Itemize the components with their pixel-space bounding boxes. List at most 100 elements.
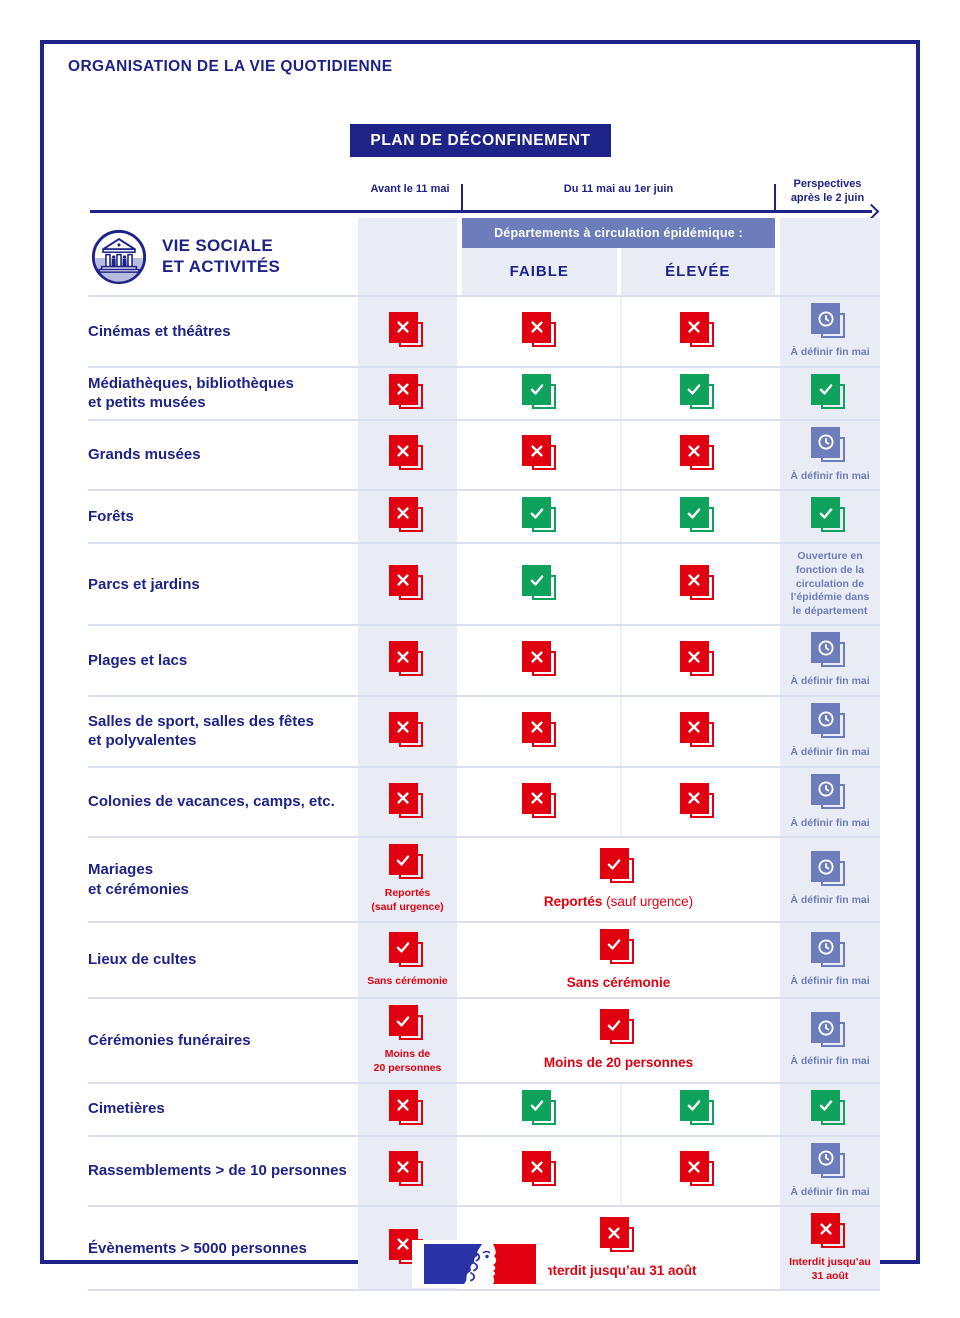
allowed-check-icon [522,1089,560,1129]
prohibited-x-icon [388,435,427,474]
cell-perspectives: À définir fin mai [775,297,880,366]
cell-elevee [620,367,775,419]
allowed-check-icon [679,1089,718,1129]
cell-note: Sans cérémonie [367,974,448,987]
prohibited-x-icon [522,435,560,474]
table-body: Cinémas et théâtres À définir fin mai Médi… [88,295,880,1292]
page-title: ORGANISATION DE LA VIE QUOTIDIENNE [68,58,393,75]
cell-avant-le-11-mai: Reportés (sauf urgence) [358,838,462,921]
prohibited-x-icon [679,782,718,822]
section-header: VIE SOCIALE ET ACTIVITÉS [88,218,358,295]
row-label: Colonies de vacances, camps, etc. [88,793,335,811]
cell-elevee [620,491,775,543]
cell-avant-le-11-mai: Moins de 20 personnes [358,999,462,1082]
column-header-faible: FAIBLE [462,248,617,295]
cell-elevee [620,697,775,766]
cell-faible [462,491,620,543]
prohibited-x-icon [388,782,427,822]
cell-du-11-mai-merged: Sans cérémonie [462,922,775,998]
cell-faible [462,697,620,766]
cell-elevee [620,544,775,625]
epidemic-band-label: Départements à circulation épidémique : [462,218,775,248]
cell-note: À définir fin mai [790,1055,870,1068]
conditional-check-icon [388,844,427,883]
cell-faible [462,767,620,837]
clock-icon [811,773,849,813]
cell-perspectives: Interdit jusqu’au 31 août [775,1207,880,1290]
cell-avant-le-11-mai [358,297,462,366]
column-header-elevee: ÉLEVÉE [616,248,775,295]
prohibited-x-icon [388,564,427,604]
allowed-check-icon [811,373,849,413]
row-label: Parcs et jardins [88,575,200,593]
cell-du-11-mai-merged: Reportés (sauf urgence) [462,838,775,921]
cell-avant-le-11-mai [358,697,462,766]
table-row: Grands musées À définir fin mai [88,418,880,490]
prohibited-x-icon [679,311,718,351]
cell-perspectives: À définir fin mai [775,767,880,837]
cell-perspectives [775,1083,880,1135]
cell-perspectives: Ouverture en fonction de la circulation de… [775,544,880,625]
cell-perspectives: À définir fin mai [775,922,880,998]
prohibited-x-icon [679,641,718,680]
cell-perspectives: À définir fin mai [775,838,880,921]
cell-avant-le-11-mai [358,767,462,837]
table-row: Colonies de vacances, camps, etc. À défin… [88,765,880,837]
cell-note: Interdit jusqu’au 31 août [540,1263,697,1279]
allowed-check-icon [811,497,849,536]
clock-icon [811,1012,849,1051]
cell-note: Interdit jusqu’au 31 août [789,1256,871,1282]
allowed-check-icon [522,497,560,536]
clock-icon [811,303,849,342]
cell-elevee [620,626,775,696]
cell-note: Moins de 20 personnes [543,1055,694,1071]
conditional-check-icon [599,1009,638,1048]
table-row: Cérémonies funéraires Moins de 20 personne… [88,997,880,1082]
cell-note: À définir fin mai [790,974,870,987]
cell-note: Moins de 20 personnes [373,1048,442,1074]
table-row: Rassemblements > de 10 personnes À défini… [88,1134,880,1206]
timeline-divider [774,184,776,211]
cell-note: À définir fin mai [790,675,870,688]
cell-note: À définir fin mai [790,469,870,482]
conditional-check-icon [599,928,638,968]
cell-perspectives [775,367,880,419]
timeline-label-during: Du 11 mai au 1er juin [563,183,674,195]
table-row: Mariages et cérémonies Reportés (sauf urge… [88,836,880,921]
table-header-row: VIE SOCIALE ET ACTIVITÉS Départements à … [88,218,880,295]
cell-perspectives [775,491,880,543]
cell-note: À définir fin mai [790,894,870,907]
cell-elevee [620,1083,775,1135]
cell-perspectives: À définir fin mai [775,999,880,1082]
row-label: Grands musées [88,446,201,464]
section-title: VIE SOCIALE ET ACTIVITÉS [162,236,281,276]
prohibited-x-icon [679,435,718,474]
cell-faible [462,544,620,625]
row-label: Cinémas et théâtres [88,322,231,340]
cell-note: À définir fin mai [790,816,870,829]
table-row: Lieux de cultes Sans cérémonie Sans cérémo… [88,920,880,998]
row-label: Évènements > 5000 personnes [88,1239,307,1257]
prohibited-x-icon [522,711,560,751]
conditional-check-icon [599,848,638,887]
allowed-check-icon [522,564,560,604]
prohibited-x-icon [388,1151,427,1190]
prohibited-x-icon [388,497,427,536]
row-label: Mariages et cérémonies [88,861,189,898]
row-label: Lieux de cultes [88,951,197,969]
table-row: Salles de sport, salles des fêtes et pol… [88,695,880,766]
table-row: Médiathèques, bibliothèques et petits mu… [88,365,880,419]
prohibited-x-icon [388,641,427,680]
allowed-check-icon [679,497,718,536]
table-row: Plages et lacs À définir fin mai [88,624,880,696]
cell-faible [462,1136,620,1206]
cell-faible [462,626,620,696]
prohibited-x-icon [522,641,560,680]
timeline-label-before: Avant le 11 mai [370,183,450,195]
prohibited-x-icon [522,1151,560,1190]
cell-perspectives: À définir fin mai [775,626,880,696]
cell-note: Reportés (sauf urgence) [543,894,694,910]
cell-perspectives: À définir fin mai [775,697,880,766]
prohibited-x-icon [388,373,427,413]
